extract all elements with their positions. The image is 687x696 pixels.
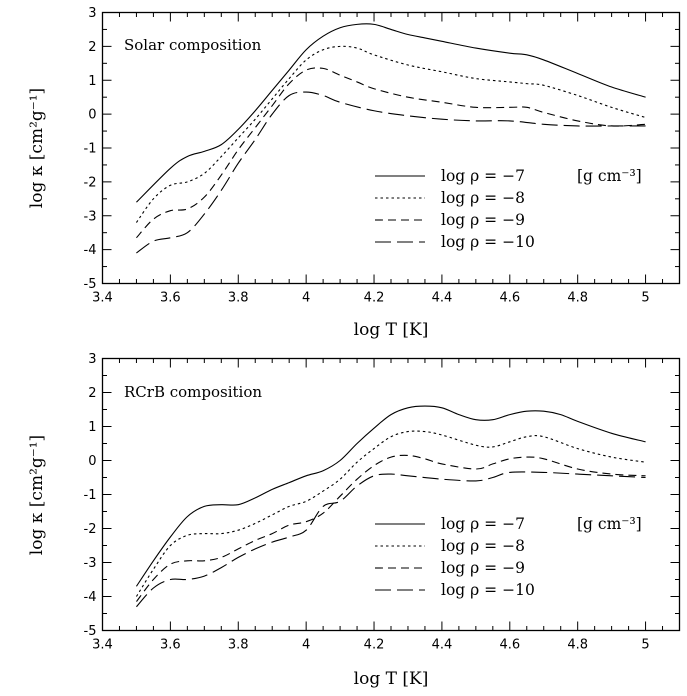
y-tick-label: 2	[88, 386, 96, 401]
axis-ticks	[102, 358, 680, 631]
legend-unit: [g cm⁻³]	[577, 167, 642, 185]
y-axis-label: log κ [cm²g⁻¹]	[27, 88, 47, 208]
x-axis-label: log T [K]	[354, 320, 429, 340]
x-tick-label: 3.6	[160, 638, 181, 653]
x-tick-label: 3.6	[160, 291, 181, 306]
legend-entry: log ρ = −8	[441, 189, 525, 207]
series-line-dotted	[135, 45, 646, 223]
x-tick-label: 5	[641, 638, 649, 653]
x-tick-label: 4	[302, 638, 310, 653]
panel-label: Solar composition	[124, 36, 262, 54]
y-axis-label: log κ [cm²g⁻¹]	[27, 435, 47, 555]
data-curves	[135, 405, 646, 608]
x-tick-label: 4.2	[364, 638, 385, 653]
y-tick-label: -5	[84, 624, 97, 639]
legend-entry: log ρ = −10	[441, 233, 535, 251]
legend: log ρ = −7 [g cm⁻³] log ρ = −8 log ρ = −9 lo…	[375, 515, 642, 599]
legend-entry: log ρ = −7	[441, 167, 525, 185]
legend-entry: log ρ = −8	[441, 537, 525, 555]
series-line-dashed	[136, 454, 646, 602]
y-tick-label: -1	[84, 488, 97, 503]
x-tick-label: 5	[641, 291, 649, 306]
y-tick-label: 1	[88, 420, 96, 435]
rcrb-composition-panel: 3.4 3.6 3.8 4 4.2 4.4 4.6 4.8 5 -5 -4 -3 -2 -1 0 1 2 3 l…	[27, 352, 681, 689]
x-axis-label: log T [K]	[354, 669, 429, 689]
y-tick-labels: -5 -4 -3 -2 -1 0 1 2 3	[84, 6, 97, 292]
x-tick-label: 4.6	[499, 291, 520, 306]
y-tick-label: 3	[88, 6, 96, 21]
x-tick-label: 3.8	[228, 291, 249, 306]
x-tick-labels: 3.4 3.6 3.8 4 4.2 4.4 4.6 4.8 5	[92, 638, 650, 653]
y-tick-label: -2	[84, 175, 97, 190]
series-line-solid	[135, 405, 646, 587]
y-tick-label: -3	[84, 556, 97, 571]
x-tick-label: 3.8	[228, 638, 249, 653]
data-curves	[135, 23, 646, 254]
series-line-solid	[136, 23, 646, 203]
y-tick-label: 2	[88, 40, 96, 55]
series-line-dashed	[136, 67, 646, 239]
axis-ticks	[102, 12, 680, 284]
y-tick-label: 0	[88, 108, 96, 123]
y-tick-label: -5	[84, 277, 97, 292]
y-tick-label: 0	[88, 454, 96, 469]
x-tick-label: 4.6	[499, 638, 520, 653]
y-tick-label: -4	[84, 243, 97, 258]
series-line-dotted	[135, 430, 646, 597]
y-tick-labels: -5 -4 -3 -2 -1 0 1 2 3	[84, 352, 97, 639]
x-tick-labels: 3.4 3.6 3.8 4 4.2 4.4 4.6 4.8 5	[92, 291, 650, 306]
y-tick-label: -3	[84, 209, 97, 224]
x-tick-label: 4.4	[432, 291, 453, 306]
legend-unit: [g cm⁻³]	[577, 515, 642, 533]
solar-composition-panel: 3.4 3.6 3.8 4 4.2 4.4 4.6 4.8 5 -5 -4 -3 -2 -1 0 1 2 3 l…	[27, 6, 681, 340]
y-tick-label: -4	[84, 590, 97, 605]
x-tick-label: 4.4	[432, 638, 453, 653]
y-tick-label: 3	[88, 352, 96, 367]
legend: log ρ = −7 [g cm⁻³] log ρ = −8 log ρ = −9 lo…	[375, 167, 642, 251]
x-tick-label: 4	[302, 291, 310, 306]
series-line-longdash	[136, 91, 646, 254]
x-tick-label: 3.4	[92, 638, 113, 653]
y-tick-label: -2	[84, 522, 97, 537]
legend-entry: log ρ = −9	[441, 211, 525, 229]
panel-label: RCrB composition	[124, 383, 262, 401]
x-tick-label: 4.8	[567, 638, 588, 653]
x-tick-label: 4.2	[364, 291, 385, 306]
x-tick-label: 3.4	[92, 291, 113, 306]
legend-entry: log ρ = −7	[441, 515, 525, 533]
y-tick-label: 1	[88, 74, 96, 89]
y-tick-label: -1	[84, 142, 97, 157]
x-tick-label: 4.8	[567, 291, 588, 306]
series-line-longdash	[136, 471, 646, 608]
legend-entry: log ρ = −9	[441, 559, 525, 577]
legend-entry: log ρ = −10	[441, 581, 535, 599]
